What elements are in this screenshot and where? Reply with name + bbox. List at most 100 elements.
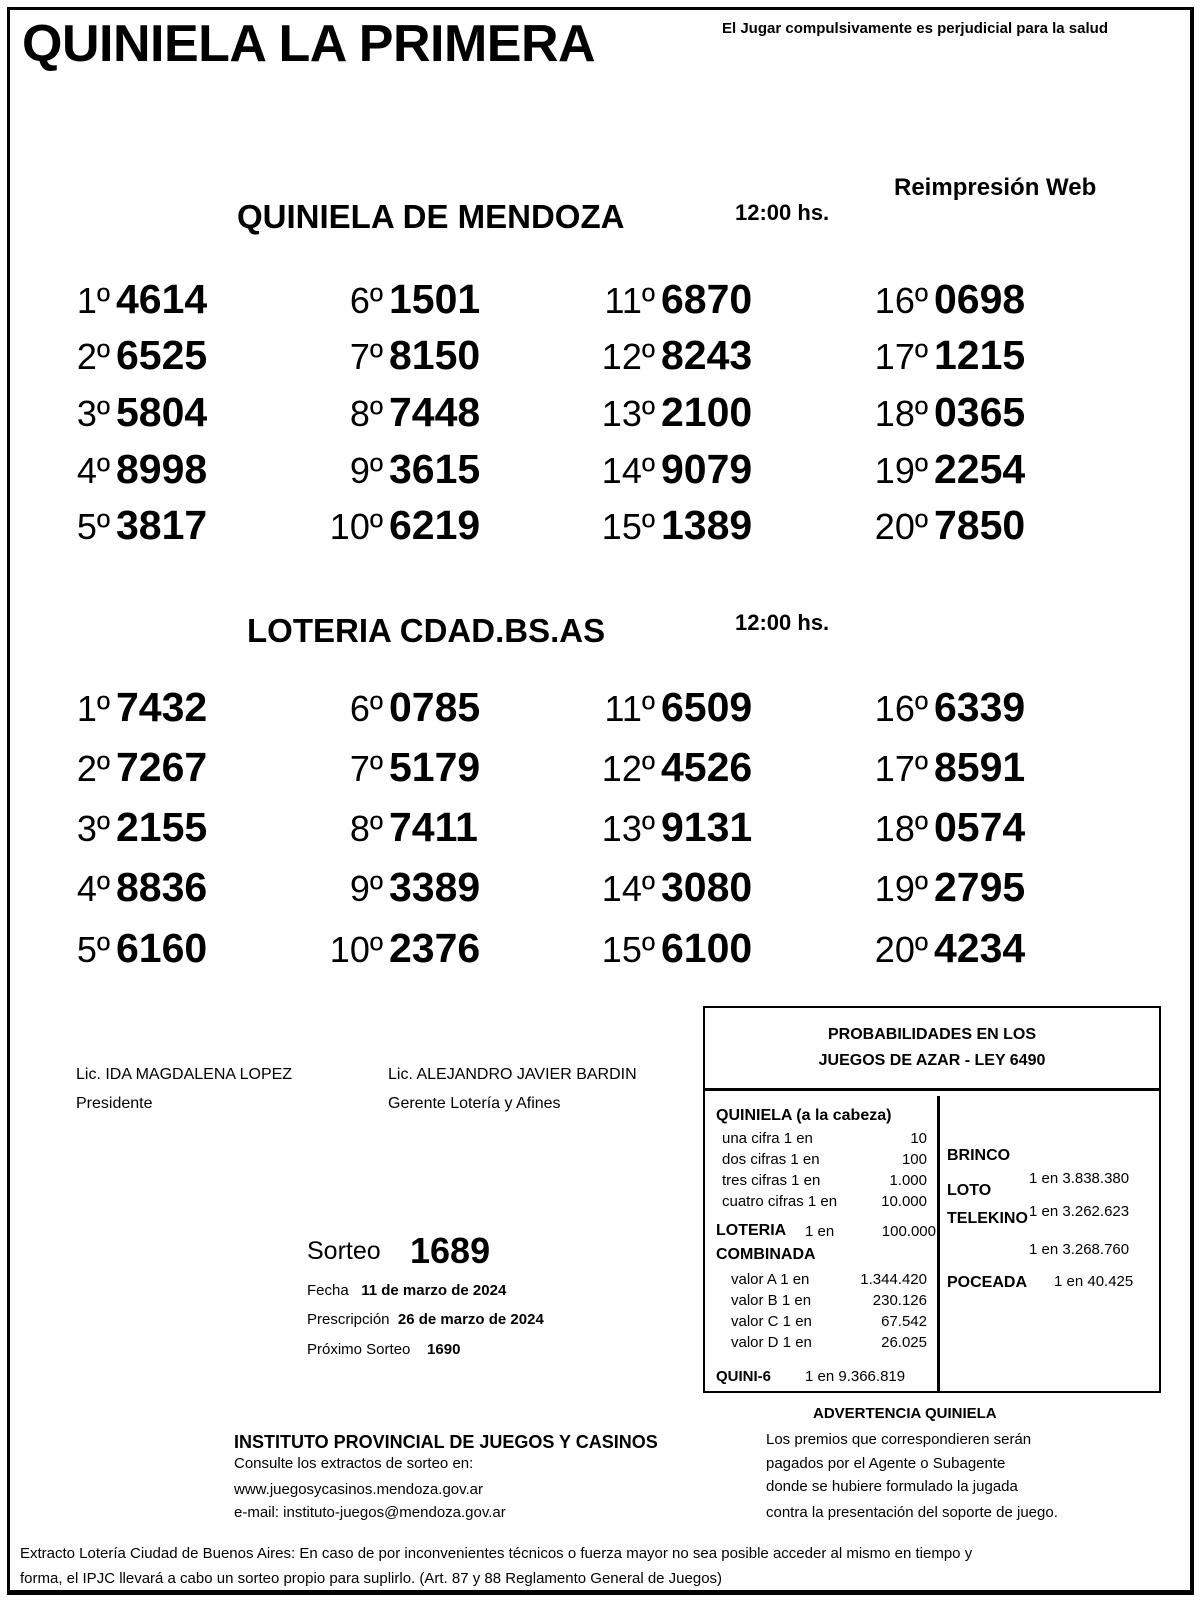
result-entry: 7º 5179 bbox=[349, 744, 481, 790]
winning-number: 9131 bbox=[661, 804, 753, 850]
probabilities-header: PROBABILIDADES EN LOS JUEGOS DE AZAR - LE… bbox=[705, 1008, 1159, 1091]
winning-number: 2155 bbox=[116, 804, 208, 850]
quiniela-prob-value: 10 bbox=[910, 1130, 927, 1147]
advertencia-line: pagados por el Agente o Subagente bbox=[766, 1454, 1006, 1472]
result-entry: 1º 7432 bbox=[76, 684, 208, 730]
result-entry: 10º 6219 bbox=[329, 502, 481, 548]
winning-number: 2376 bbox=[389, 925, 481, 971]
winning-number: 6339 bbox=[934, 684, 1026, 730]
winning-number: 8836 bbox=[116, 864, 208, 910]
winning-number: 7448 bbox=[389, 389, 481, 435]
advertencia-text: Los premios que correspondieren serán pa… bbox=[766, 1428, 1058, 1524]
telekino-label: TELEKINO bbox=[947, 1210, 1028, 1227]
result-entry: 18º 0365 bbox=[874, 389, 1026, 435]
result-entry: 13º 2100 bbox=[601, 389, 753, 435]
brinco-label: BRINCO bbox=[947, 1147, 1011, 1164]
winning-number: 2795 bbox=[934, 864, 1026, 910]
winning-number: 3817 bbox=[116, 502, 208, 548]
signatory-role: Gerente Lotería y Afines bbox=[388, 1095, 561, 1112]
winning-number: 1389 bbox=[661, 502, 753, 548]
winning-number: 4234 bbox=[934, 925, 1026, 971]
result-entry: 15º 6100 bbox=[601, 925, 753, 971]
draw-title-mendoza: QUINIELA DE MENDOZA bbox=[237, 198, 625, 235]
loteria-prob-en: 1 en bbox=[805, 1223, 835, 1240]
combinada-prob-value: 67.542 bbox=[881, 1313, 927, 1330]
footer-note-line: forma, el IPJC llevará a cabo un sorteo … bbox=[20, 1570, 723, 1587]
quiniela-prob-value: 10.000 bbox=[881, 1193, 927, 1210]
winning-number: 1501 bbox=[389, 276, 481, 322]
winning-number: 6870 bbox=[661, 276, 753, 322]
footer-note-line: Extracto Lotería Ciudad de Buenos Aires:… bbox=[20, 1545, 973, 1562]
combinada-prob-value: 1.344.420 bbox=[860, 1271, 927, 1288]
winning-number: 8591 bbox=[934, 744, 1026, 790]
winning-number: 6100 bbox=[661, 925, 753, 971]
winning-number: 3615 bbox=[389, 446, 481, 492]
divider bbox=[937, 1096, 940, 1391]
prescripcion-label: Prescripción bbox=[307, 1311, 390, 1328]
winning-number: 5804 bbox=[116, 389, 208, 435]
result-entry: 13º 9131 bbox=[601, 804, 753, 850]
reprint-label: Reimpresión Web bbox=[894, 174, 1097, 201]
winning-number: 8243 bbox=[661, 332, 753, 378]
result-entry: 3º 5804 bbox=[76, 389, 208, 435]
winning-number: 3389 bbox=[389, 864, 481, 910]
institute-email-link[interactable]: e-mail: instituto-juegos@mendoza.gov.ar bbox=[234, 1504, 506, 1521]
result-entry: 2º 6525 bbox=[76, 332, 208, 378]
draw-title-loteria: LOTERIA CDAD.BS.AS bbox=[247, 612, 606, 649]
result-entry: 16º 6339 bbox=[874, 684, 1026, 730]
quini6-prob-value: 1 en 9.366.819 bbox=[805, 1368, 906, 1385]
institute-website-link[interactable]: www.juegosycasinos.mendoza.gov.ar bbox=[234, 1481, 484, 1498]
result-entry: 4º 8998 bbox=[76, 446, 208, 492]
quiniela-prob-label: cuatro cifras 1 en bbox=[722, 1193, 838, 1210]
health-warning: El Jugar compulsivamente es perjudicial … bbox=[722, 20, 1108, 37]
winning-number: 6160 bbox=[116, 925, 208, 971]
result-entry: 19º 2254 bbox=[874, 446, 1026, 492]
combinada-prob-value: 26.025 bbox=[881, 1334, 927, 1351]
advertencia-line: Los premios que correspondieren serán bbox=[766, 1431, 1032, 1448]
winning-number: 6219 bbox=[389, 502, 481, 548]
quini6-prob-label: QUINI-6 bbox=[716, 1368, 772, 1385]
probabilities-subtitle: JUEGOS DE AZAR - LEY 6490 bbox=[818, 1052, 1046, 1069]
combinada-prob-label: valor A 1 en bbox=[731, 1271, 810, 1288]
result-entry: 17º 8591 bbox=[874, 744, 1026, 790]
winning-number: 2254 bbox=[934, 446, 1026, 492]
winning-number: 8998 bbox=[116, 446, 208, 492]
result-entry: 8º 7448 bbox=[349, 389, 481, 435]
poceada-label: POCEADA bbox=[947, 1274, 1028, 1291]
winning-number: 7411 bbox=[389, 804, 478, 850]
winning-number: 7432 bbox=[116, 684, 208, 730]
result-entry: 20º 7850 bbox=[874, 502, 1026, 548]
result-entry: 19º 2795 bbox=[874, 864, 1026, 910]
quiniela-prob-label: una cifra 1 en bbox=[722, 1130, 813, 1147]
winning-number: 4526 bbox=[661, 744, 753, 790]
result-entry: 14º 3080 bbox=[601, 864, 753, 910]
combinada-prob-value: 230.126 bbox=[872, 1292, 927, 1309]
probabilities-title: PROBABILIDADES EN LOS bbox=[827, 1026, 1036, 1043]
proximo-value: 1690 bbox=[427, 1341, 461, 1358]
result-entry: 11º 6870 bbox=[604, 276, 753, 322]
winning-number: 4614 bbox=[116, 276, 208, 322]
fecha-value: 11 de marzo de 2024 bbox=[361, 1282, 507, 1299]
winning-number: 2100 bbox=[661, 389, 753, 435]
quiniela-prob-title: QUINIELA (a la cabeza) bbox=[716, 1107, 892, 1124]
quiniela-prob-label: tres cifras 1 en bbox=[722, 1172, 821, 1189]
winning-number: 0698 bbox=[934, 276, 1026, 322]
result-entry: 16º 0698 bbox=[874, 276, 1026, 322]
advertencia-line: donde se hubiere formulado la jugada bbox=[766, 1478, 1018, 1495]
page-title: QUINIELA LA PRIMERA bbox=[22, 15, 596, 73]
result-entry: 14º 9079 bbox=[601, 446, 753, 492]
loteria-prob-value: 100.000 bbox=[881, 1223, 936, 1240]
result-entry: 15º 1389 bbox=[601, 502, 753, 548]
quiniela-prob-value: 100 bbox=[901, 1151, 927, 1168]
combinada-prob-label: valor C 1 en bbox=[731, 1313, 812, 1330]
quiniela-prob-label: dos cifras 1 en bbox=[722, 1151, 820, 1168]
page-border bbox=[7, 7, 1194, 1595]
advertencia-line: contra la presentación del soporte de ju… bbox=[766, 1503, 1058, 1521]
prescripcion-value: 26 de marzo de 2024 bbox=[397, 1311, 544, 1328]
telekino-value: 1 en 3.268.760 bbox=[1029, 1241, 1130, 1258]
result-entry: 10º 2376 bbox=[329, 925, 481, 971]
result-entry: 2º 7267 bbox=[76, 744, 208, 790]
winning-number: 8150 bbox=[389, 332, 481, 378]
result-entry: 8º 7411 bbox=[349, 804, 478, 850]
